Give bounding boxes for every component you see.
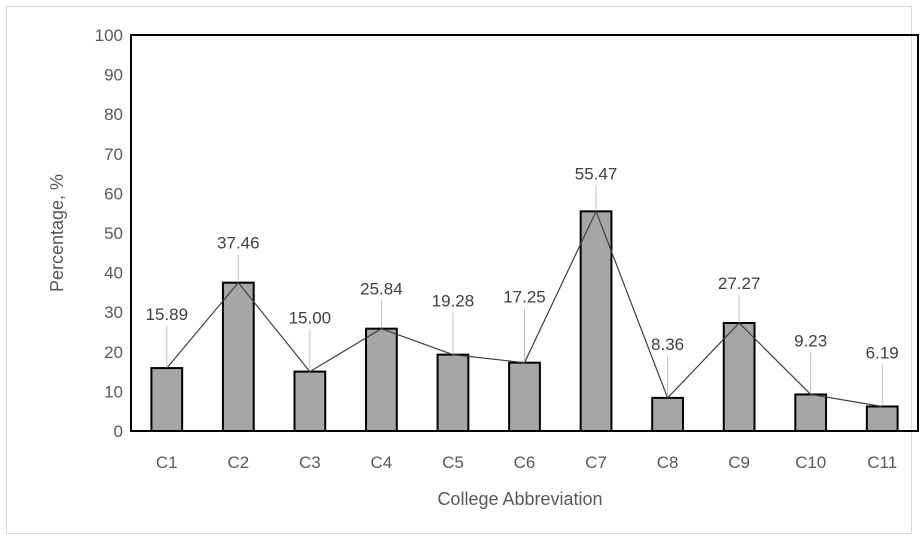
x-tick-label: C3 bbox=[299, 453, 321, 472]
bar-C9 bbox=[722, 322, 756, 432]
x-tick-label: C1 bbox=[156, 453, 178, 472]
data-label-C7: 55.47 bbox=[575, 164, 618, 183]
data-label-C9: 27.27 bbox=[718, 274, 761, 293]
y-tick-label: 60 bbox=[104, 184, 123, 203]
x-tick-label: C6 bbox=[514, 453, 536, 472]
x-axis-ticks: C1 C2 C3 C4 C5 C6 C7 C8 C9 C10 C11 bbox=[156, 453, 897, 472]
y-tick-label: 10 bbox=[104, 382, 123, 401]
data-label-C10: 9.23 bbox=[794, 331, 827, 350]
data-label-C1: 15.89 bbox=[145, 305, 188, 324]
x-tick-label: C4 bbox=[371, 453, 393, 472]
x-tick-label: C11 bbox=[867, 453, 897, 472]
y-tick-label: 100 bbox=[95, 26, 123, 45]
bar-C8 bbox=[651, 396, 684, 433]
y-tick-label: 20 bbox=[104, 343, 123, 362]
data-label-C3: 15.00 bbox=[289, 309, 332, 328]
y-tick-label: 40 bbox=[104, 264, 123, 283]
data-label-C11: 6.19 bbox=[866, 343, 899, 362]
bar-C7 bbox=[579, 210, 613, 432]
data-label-C5: 19.28 bbox=[432, 292, 475, 311]
chart-frame bbox=[6, 6, 912, 534]
y-tick-label: 50 bbox=[104, 224, 123, 243]
x-tick-label: C10 bbox=[795, 453, 826, 472]
bar-C4 bbox=[365, 327, 398, 433]
y-tick-label: 0 bbox=[114, 422, 123, 441]
y-tick-label: 70 bbox=[104, 145, 123, 164]
x-tick-label: C8 bbox=[657, 453, 679, 472]
data-labels: 15.89 37.46 15.00 25.84 19.28 17.25 55.47 8.36 2… bbox=[145, 164, 898, 362]
y-axis-ticks: 0 10 20 30 40 50 60 70 80 90 100 bbox=[95, 26, 123, 441]
data-label-C8: 8.36 bbox=[651, 335, 684, 354]
bar-C1 bbox=[150, 367, 184, 432]
bar-C11 bbox=[865, 405, 899, 433]
x-tick-label: C2 bbox=[227, 453, 249, 472]
plot-area-border bbox=[130, 34, 919, 432]
bar-C10 bbox=[794, 393, 828, 432]
y-axis-title: Percentage, % bbox=[47, 174, 67, 292]
data-label-C4: 25.84 bbox=[360, 280, 403, 299]
x-tick-label: C9 bbox=[728, 453, 750, 472]
bar-C5 bbox=[436, 353, 470, 433]
data-label-C2: 37.46 bbox=[217, 234, 260, 253]
y-tick-label: 80 bbox=[104, 105, 123, 124]
x-axis-title: College Abbreviation bbox=[437, 489, 602, 509]
bar-C2 bbox=[221, 281, 255, 432]
label-leader-lines bbox=[166, 185, 883, 405]
bar-C3 bbox=[293, 370, 327, 433]
bar-C6 bbox=[508, 361, 541, 432]
data-label-C6: 17.25 bbox=[503, 288, 546, 307]
x-tick-label: C7 bbox=[585, 453, 607, 472]
x-tick-label: C5 bbox=[442, 453, 464, 472]
y-tick-label: 30 bbox=[104, 303, 123, 322]
trend-line bbox=[166, 209, 883, 408]
y-tick-label: 90 bbox=[104, 66, 123, 85]
